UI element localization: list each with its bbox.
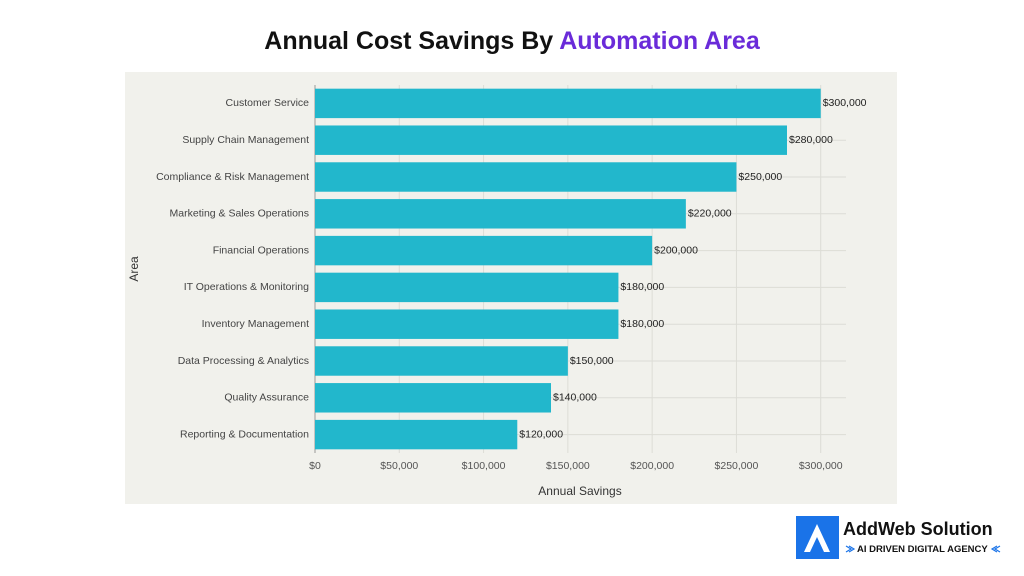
bar	[315, 88, 821, 119]
logo-arrow	[845, 545, 856, 553]
x-tick-label: $200,000	[630, 460, 674, 472]
bar	[315, 346, 568, 376]
bar	[315, 162, 737, 192]
data-label: $250,000	[738, 171, 782, 183]
y-tick-label: Financial Operations	[213, 244, 309, 256]
y-tick-label: Reporting & Documentation	[180, 428, 309, 440]
y-tick-label: IT Operations & Monitoring	[184, 281, 309, 293]
data-label: $180,000	[620, 318, 664, 330]
logo-arrow	[990, 545, 1001, 553]
chart-title: Annual Cost Savings By Automation Area	[264, 27, 761, 55]
x-tick-label: $100,000	[462, 460, 506, 472]
y-axis-label: Area	[127, 256, 141, 282]
y-tick-label: Data Processing & Analytics	[178, 355, 309, 367]
x-tick-label: $250,000	[715, 460, 759, 472]
bar	[315, 125, 787, 155]
title-main: Annual Cost Savings By	[264, 27, 553, 55]
bar	[315, 272, 619, 303]
logo-tagline: AI DRIVEN DIGITAL AGENCY	[857, 544, 988, 555]
x-tick-label: $0	[309, 460, 321, 472]
logo: AddWeb Solution AI DRIVEN DIGITAL AGENCY	[796, 516, 1001, 559]
data-label: $200,000	[654, 244, 698, 256]
logo-glyph	[804, 524, 830, 552]
data-label: $140,000	[553, 392, 597, 404]
bar	[315, 199, 686, 229]
y-tick-label: Compliance & Risk Management	[156, 171, 309, 183]
bar	[315, 419, 518, 450]
y-tick-label: Supply Chain Management	[182, 134, 309, 146]
y-tick-label: Customer Service	[226, 97, 310, 109]
y-tick-label: Marketing & Sales Operations	[170, 208, 309, 220]
bar	[315, 383, 551, 413]
bar	[315, 309, 619, 339]
plot: $0 $50,000 $100,000 $150,000 $200,000 $250,00…	[156, 85, 867, 472]
x-tick-label: $150,000	[546, 460, 590, 472]
x-axis-label: Annual Savings	[538, 484, 621, 498]
data-label: $150,000	[570, 355, 614, 367]
data-label: $120,000	[519, 428, 563, 440]
title-highlight: Automation Area	[559, 27, 761, 55]
data-label: $280,000	[789, 134, 833, 146]
x-tick-label: $50,000	[380, 460, 418, 472]
bar	[315, 235, 653, 266]
logo-name: AddWeb Solution	[843, 519, 993, 539]
data-label: $220,000	[688, 208, 732, 220]
x-tick-label: $300,000	[799, 460, 843, 472]
data-label: $180,000	[620, 281, 664, 293]
y-tick-label: Quality Assurance	[224, 392, 309, 404]
y-tick-label: Inventory Management	[202, 318, 309, 330]
data-label: $300,000	[823, 97, 867, 109]
